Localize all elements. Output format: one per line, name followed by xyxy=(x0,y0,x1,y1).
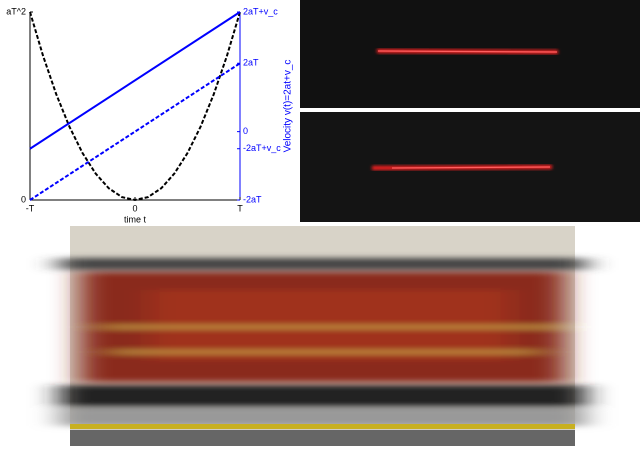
y2-axis-label: Velocity v(t)=2at+v_c xyxy=(283,60,294,153)
series-line xyxy=(30,12,240,149)
streak-photo-top xyxy=(300,0,640,108)
y-tick-label: 0 xyxy=(21,194,26,204)
x-tick-label: 0 xyxy=(132,203,137,213)
y2-tick-label: -2aT xyxy=(243,194,262,204)
figure: time t Velocity v(t)=2at+v_c -T0T0aT^2-2… xyxy=(0,0,640,448)
streak-photo-bottom xyxy=(300,112,640,222)
y2-tick-label: -2aT+v_c xyxy=(243,143,281,153)
series-line xyxy=(30,12,240,200)
x-tick-label: T xyxy=(237,203,243,213)
series-line xyxy=(30,63,240,200)
y2-tick-label: 2aT xyxy=(243,58,259,68)
train-photo xyxy=(60,226,585,446)
x-axis-label: time t xyxy=(124,214,147,224)
page: time t Velocity v(t)=2at+v_c -T0T0aT^2-2… xyxy=(0,0,640,448)
y-tick-label: aT^2 xyxy=(6,6,26,16)
y2-tick-label: 2aT+v_c xyxy=(243,6,278,16)
y2-tick-label: 0 xyxy=(243,126,248,136)
x-tick-label: -T xyxy=(26,203,35,213)
